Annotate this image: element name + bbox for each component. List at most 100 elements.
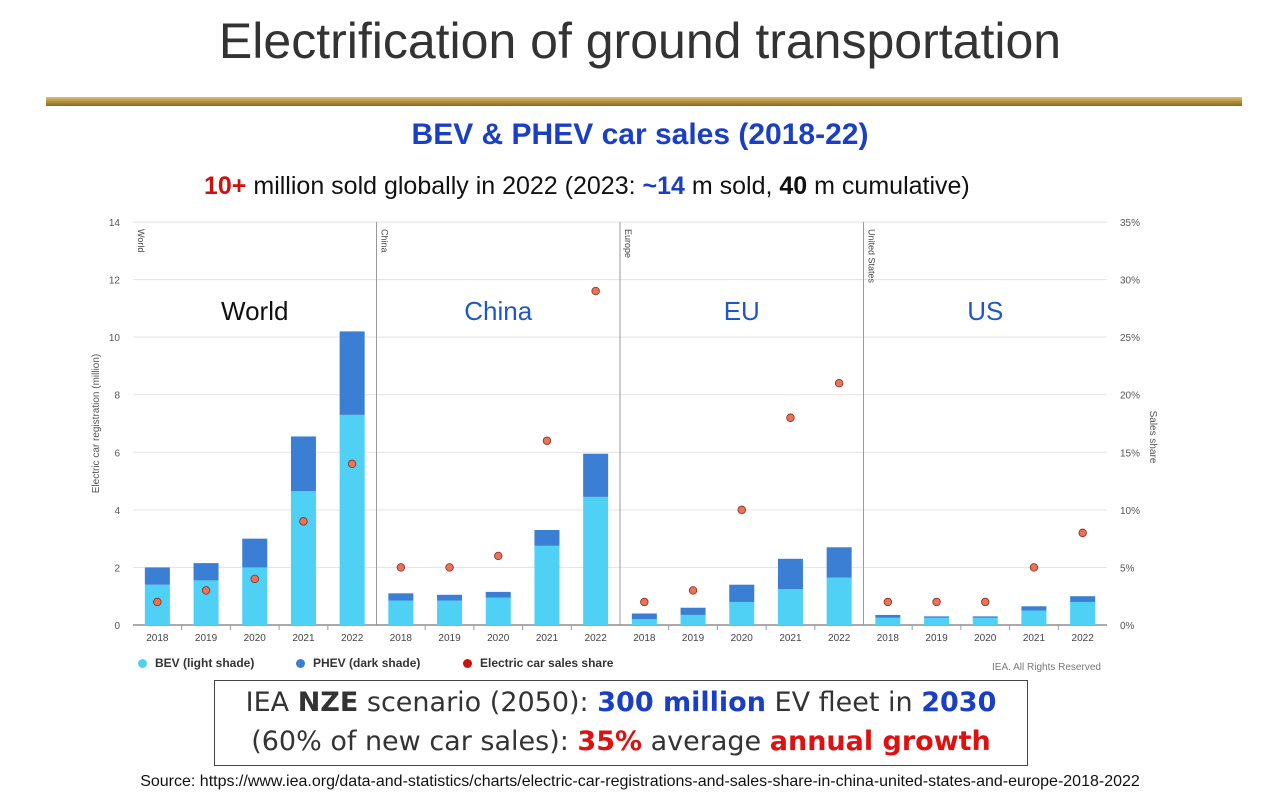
bar-phev — [534, 530, 560, 546]
panel-eu: Europe EU 2018 2019 2020 2021 2022 — [619, 222, 852, 644]
y2-tick-label: 10% — [1120, 506, 1140, 517]
bar-phev — [875, 614, 901, 618]
y-tick-label: 14 — [109, 218, 121, 229]
legend-label-bev: BEV (light shade) — [155, 656, 255, 670]
share-point — [786, 413, 795, 422]
bar-bev — [729, 601, 755, 625]
slide-title: Electrification of ground transportation — [218, 13, 1062, 69]
share-point — [445, 563, 454, 572]
bar-phev — [388, 593, 414, 601]
iea-credit: IEA. All Rights Reserved — [992, 662, 1101, 673]
bar-bev — [875, 617, 901, 625]
share-point — [932, 597, 941, 607]
bar-bev — [1070, 601, 1096, 625]
share-point — [201, 586, 211, 595]
bev-dot-icon — [138, 659, 147, 668]
y2-tick-label: 35% — [1120, 218, 1140, 229]
panel-title: China — [464, 296, 532, 326]
panel-title: EU — [724, 296, 760, 326]
x-tick-label: 2019 — [438, 633, 461, 644]
share-point — [737, 505, 746, 515]
legend-label-share: Electric car sales share — [480, 656, 614, 670]
share-point — [396, 563, 406, 572]
bar-phev — [485, 591, 511, 598]
nze-line-2: (60% of new car sales): 35% average annu… — [215, 726, 1027, 757]
panel-china: China China 2018 2019 2020 2021 2022 — [376, 222, 609, 644]
source-citation: Source: https://www.iea.org/data-and-sta… — [140, 773, 1140, 790]
share-point — [153, 597, 162, 607]
nze-growth-label: annual growth — [769, 726, 991, 757]
bar-phev — [339, 331, 365, 415]
y-tick-label: 12 — [109, 276, 121, 287]
y2-tick-label: 30% — [1120, 276, 1140, 287]
bar-phev — [1021, 606, 1047, 611]
bar-bev — [339, 414, 365, 625]
share-point — [640, 597, 649, 607]
bar-bev — [485, 597, 511, 625]
global-sales-highlight: 10+ — [204, 172, 247, 200]
share-point — [542, 436, 552, 445]
bar-bev — [924, 617, 950, 625]
y2-tick-label: 25% — [1120, 333, 1140, 344]
share-dot-icon — [463, 659, 472, 668]
x-tick-label: 2018 — [633, 633, 656, 644]
y2-tick-label: 15% — [1120, 448, 1140, 459]
nze-text-1b: scenario (2050): — [358, 687, 598, 718]
bar-bev — [631, 619, 657, 625]
x-tick-label: 2022 — [341, 633, 364, 644]
y2-tick-label: 0% — [1120, 621, 1135, 632]
panel-world: World World 2018 2019 2020 2021 2022 — [136, 229, 365, 644]
cumulative-highlight: 40 — [779, 172, 808, 200]
bar-phev — [777, 558, 803, 590]
nze-scenario-box: IEA NZE scenario (2050): 300 million EV … — [214, 680, 1028, 766]
bar-bev — [290, 491, 316, 625]
nze-fleet-highlight: 300 million — [597, 687, 766, 718]
x-tick-label: 2020 — [244, 633, 267, 644]
x-tick-label: 2018 — [390, 633, 413, 644]
x-tick-label: 2022 — [828, 633, 851, 644]
y2-axis-title: Sales share — [1147, 411, 1158, 464]
bar-phev — [729, 584, 755, 602]
x-tick-label: 2022 — [1072, 633, 1095, 644]
share-point — [347, 459, 357, 468]
share-point — [591, 286, 600, 296]
cumulative-text: m cumulative) — [807, 172, 970, 200]
panel-region-label: World — [136, 229, 146, 252]
bar-phev — [242, 538, 268, 568]
bar-phev — [826, 547, 852, 578]
bar-bev — [1021, 610, 1047, 625]
bar-phev — [924, 616, 950, 618]
y-tick-label: 4 — [114, 506, 120, 517]
y-tick-label: 2 — [114, 563, 120, 574]
bar-phev — [1070, 596, 1096, 602]
panel-title: US — [967, 296, 1003, 326]
nze-text-1a: IEA — [245, 687, 298, 718]
bar-phev — [631, 613, 657, 620]
bar-phev — [437, 594, 463, 601]
nze-text-2a: (60% of new car sales): — [251, 726, 578, 757]
x-tick-label: 2022 — [585, 633, 608, 644]
x-tick-label: 2020 — [731, 633, 754, 644]
share-point — [494, 551, 503, 561]
sales-2023-text: m sold, — [684, 172, 780, 200]
sales-2023-highlight: ~14 — [642, 172, 685, 200]
bar-bev — [437, 600, 463, 625]
panel-region-label: Europe — [623, 229, 633, 258]
x-tick-label: 2021 — [1023, 633, 1046, 644]
y-tick-label: 8 — [114, 391, 120, 402]
chart-axes: 0 2 4 6 8 10 12 14 0% 5% 10% 15% 20% 25% 30% 35% Electri… — [91, 218, 1158, 632]
x-tick-label: 2019 — [195, 633, 218, 644]
x-tick-label: 2021 — [536, 633, 559, 644]
y-tick-label: 0 — [114, 621, 120, 632]
y2-tick-label: 20% — [1120, 391, 1140, 402]
nze-growth-rate: 35% — [577, 726, 643, 757]
bar-phev — [144, 567, 170, 585]
x-tick-label: 2020 — [487, 633, 510, 644]
legend-item-bev: BEV (light shade) — [138, 656, 254, 670]
share-point — [1078, 528, 1087, 538]
nze-text-1c: EV fleet in — [765, 687, 922, 718]
y-tick-label: 6 — [114, 448, 120, 459]
bar-phev — [972, 616, 998, 618]
